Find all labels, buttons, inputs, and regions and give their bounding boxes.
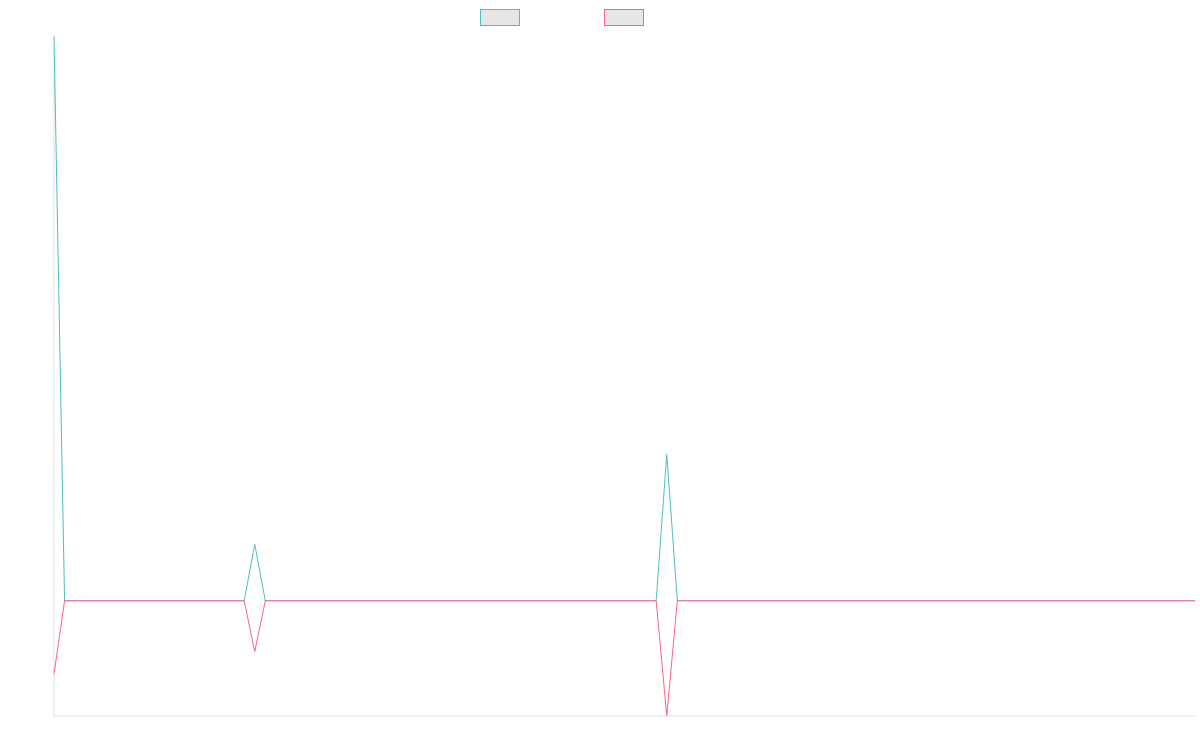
chart-series (53, 35, 1195, 717)
legend-swatch-series-2[interactable] (604, 9, 644, 26)
legend-swatch-series-1[interactable] (480, 9, 520, 26)
chart-legend (0, 9, 1200, 27)
series-1-line[interactable] (53, 35, 1195, 602)
chart-axes (53, 36, 1195, 717)
series-2-line[interactable] (53, 600, 1195, 717)
